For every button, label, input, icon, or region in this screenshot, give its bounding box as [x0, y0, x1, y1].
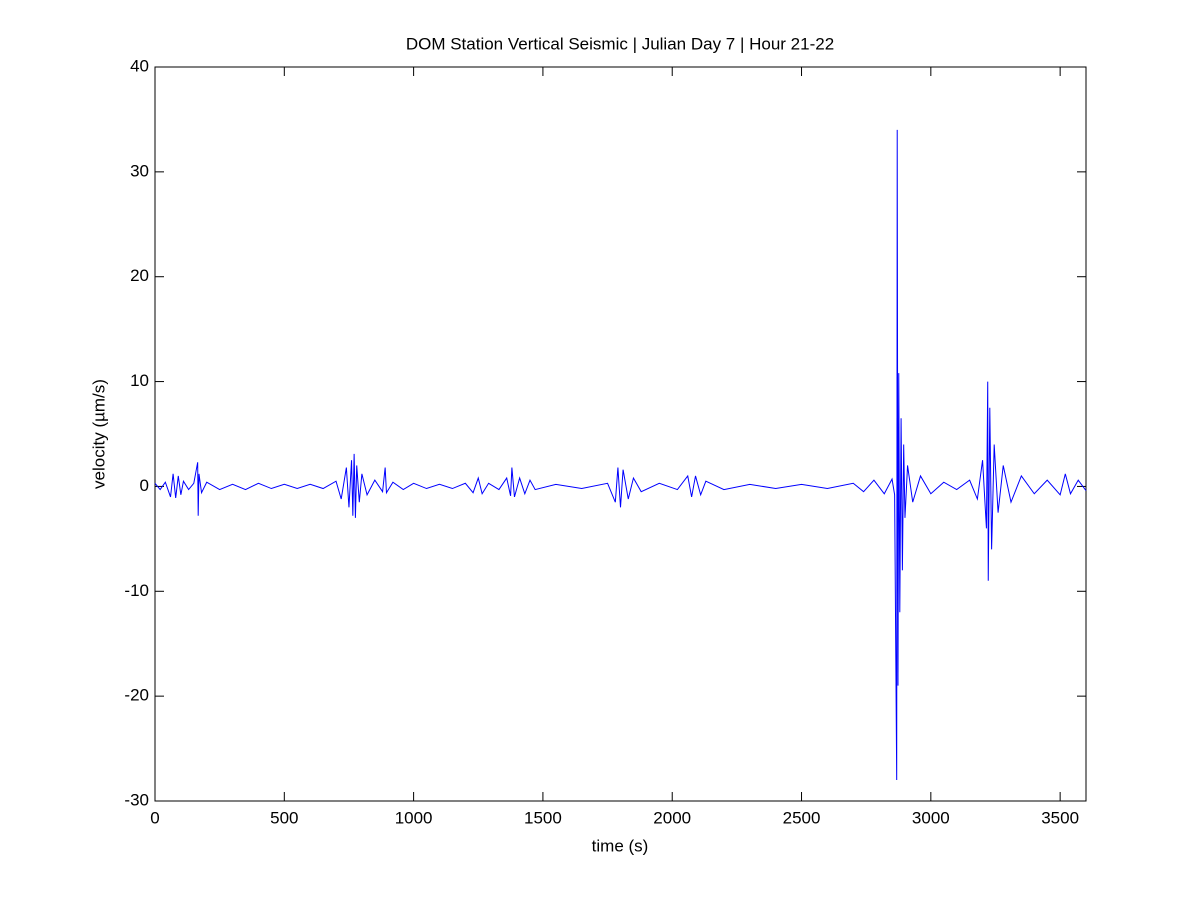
- y-tick-label: -30: [124, 790, 149, 809]
- x-axis-label: time (s): [592, 836, 649, 855]
- chart-title: DOM Station Vertical Seismic | Julian Da…: [406, 34, 834, 53]
- waveform: [154, 129, 1087, 781]
- x-tick-label: 2500: [783, 808, 821, 827]
- x-tick-label: 1000: [395, 808, 433, 827]
- x-tick-label: 3000: [912, 808, 950, 827]
- y-tick-label: 40: [130, 56, 149, 75]
- x-tick-label: 0: [150, 808, 159, 827]
- x-tick-label: 500: [270, 808, 298, 827]
- x-tick-label: 1500: [524, 808, 562, 827]
- y-tick-label: 20: [130, 266, 149, 285]
- x-tick-label: 3500: [1041, 808, 1079, 827]
- plot-frame: [154, 66, 1087, 802]
- y-tick-label: -20: [124, 686, 149, 705]
- y-tick-label: 0: [140, 476, 149, 495]
- x-tick-label: 2000: [653, 808, 691, 827]
- y-tick-label: -10: [124, 581, 149, 600]
- y-tick-label: 10: [130, 371, 149, 390]
- y-axis-label: velocity (µm/s): [89, 379, 108, 489]
- y-tick-label: 30: [130, 161, 149, 180]
